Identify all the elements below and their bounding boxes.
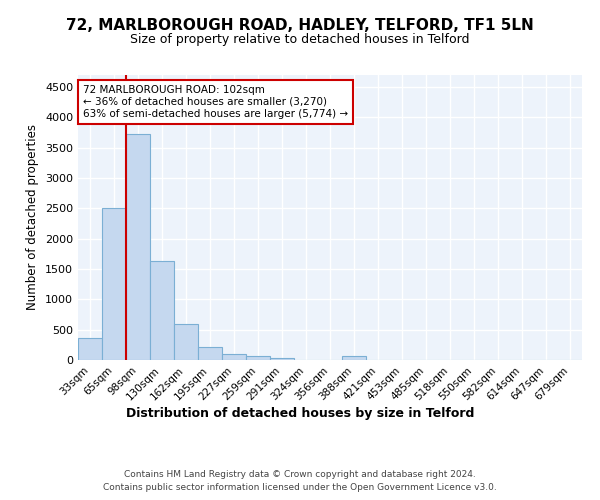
Bar	[78, 338, 102, 360]
Bar	[198, 346, 222, 360]
Bar	[246, 356, 270, 360]
Text: 72 MARLBOROUGH ROAD: 102sqm
← 36% of detached houses are smaller (3,270)
63% of : 72 MARLBOROUGH ROAD: 102sqm ← 36% of det…	[83, 86, 348, 118]
Bar	[126, 134, 150, 360]
Y-axis label: Number of detached properties: Number of detached properties	[26, 124, 40, 310]
Text: Contains HM Land Registry data © Crown copyright and database right 2024.: Contains HM Land Registry data © Crown c…	[124, 470, 476, 479]
Text: Size of property relative to detached houses in Telford: Size of property relative to detached ho…	[130, 32, 470, 46]
Bar	[222, 354, 246, 360]
Bar	[174, 324, 198, 360]
Text: 72, MARLBOROUGH ROAD, HADLEY, TELFORD, TF1 5LN: 72, MARLBOROUGH ROAD, HADLEY, TELFORD, T…	[66, 18, 534, 32]
Text: Contains public sector information licensed under the Open Government Licence v3: Contains public sector information licen…	[103, 482, 497, 492]
Bar	[102, 208, 126, 360]
Bar	[150, 261, 174, 360]
Bar	[270, 358, 294, 360]
Bar	[342, 356, 366, 360]
Text: Distribution of detached houses by size in Telford: Distribution of detached houses by size …	[126, 408, 474, 420]
